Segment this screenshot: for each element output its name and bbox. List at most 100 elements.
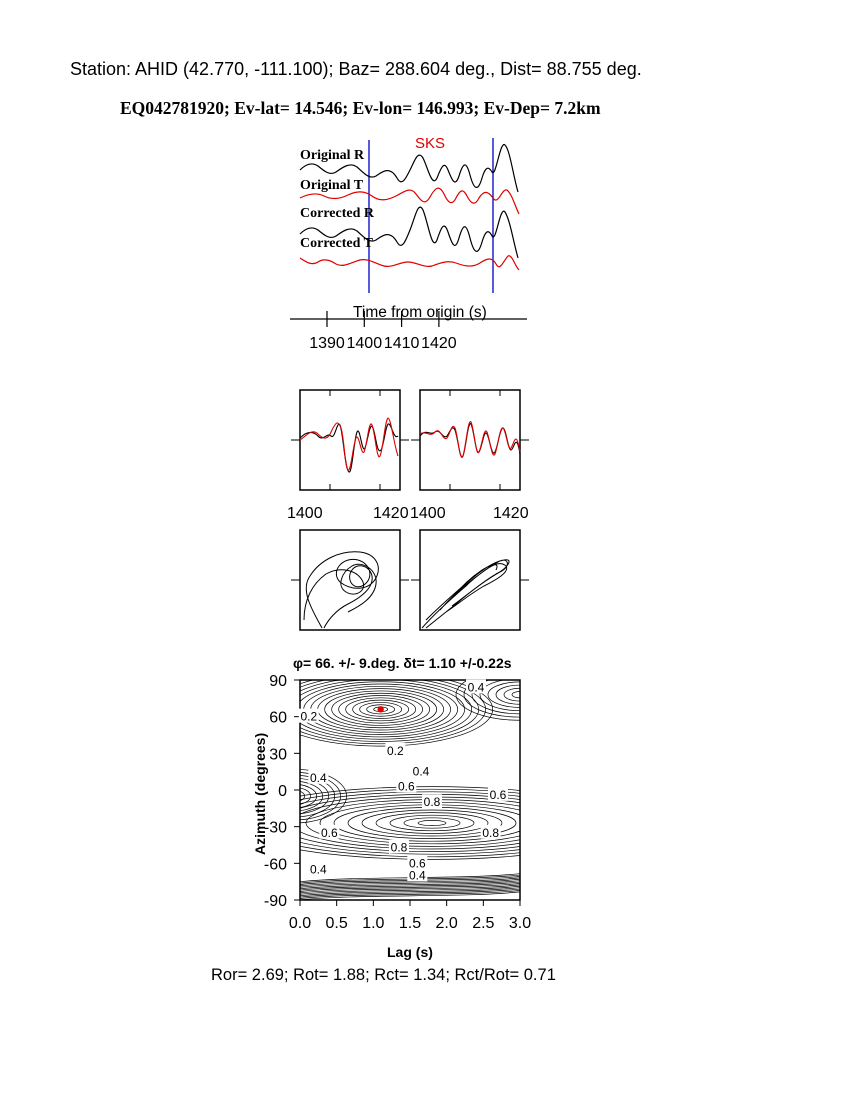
trace-label-corrected-r: Corrected R xyxy=(300,206,374,221)
trace-label-original-r: Original R xyxy=(300,148,365,163)
lag-tick-label: 2.0 xyxy=(436,915,458,932)
contour-line xyxy=(300,883,520,892)
contour-level-label: 0.6 xyxy=(398,779,415,793)
contour-line xyxy=(324,690,438,729)
contour-label-bg xyxy=(488,786,508,801)
contour-label-bg xyxy=(422,794,442,809)
grid-search-panel: 0.0 0.5 1.0 1.5 2.0 2.5 3.0 90 60 30 0 -30 -60 -90 0.… xyxy=(252,655,531,960)
contour-line xyxy=(463,680,520,718)
left-transverse-trace xyxy=(299,417,399,471)
phase-label: SKS xyxy=(415,135,445,152)
lag-tick-label: 1.0 xyxy=(362,915,384,932)
left-radial-trace xyxy=(299,423,399,473)
time-tick-label: 1400 xyxy=(347,335,383,352)
contour-line xyxy=(300,890,520,899)
contour-level-label: 0.8 xyxy=(424,795,441,809)
time-axis-label: Time from origin (s) xyxy=(353,304,487,321)
contour-line xyxy=(487,681,520,708)
contour-level-label: 0.4 xyxy=(409,869,426,883)
corrected-r-trace xyxy=(299,206,519,259)
component-box-right xyxy=(419,389,521,491)
contour-line xyxy=(300,881,520,891)
contour-line xyxy=(352,699,410,719)
azimuth-tick-label: 30 xyxy=(269,746,287,763)
contour-line xyxy=(300,884,520,894)
component-box-left xyxy=(299,389,401,491)
original-t-trace xyxy=(299,187,520,215)
contour-label-bg xyxy=(466,679,486,694)
lag-tick-label: 1.5 xyxy=(399,915,421,932)
contour-line xyxy=(359,702,403,717)
contour-line xyxy=(366,704,396,715)
contour-label-bg xyxy=(411,763,431,778)
lag-tick-label: 3.0 xyxy=(509,915,531,932)
contour-line xyxy=(300,781,324,812)
contour-line xyxy=(338,695,424,724)
contour-line xyxy=(300,888,520,898)
contour-line xyxy=(403,817,461,829)
right-radial-trace xyxy=(419,423,521,458)
contour-level-label: 0.4 xyxy=(310,862,327,876)
azimuth-tick-label: 90 xyxy=(269,673,287,690)
left-tick-1400: 1400 xyxy=(287,505,323,522)
contour-label-bg xyxy=(319,824,340,839)
station-info: Station: AHID (42.770, -111.100); Baz= 2… xyxy=(70,59,642,79)
waveform-panel: SKS 1390 1400 1410 1420 Time from origin (s… xyxy=(290,135,527,352)
trace-label-corrected-t: Corrected T xyxy=(300,236,373,251)
contour-line xyxy=(300,880,520,890)
contour-line xyxy=(471,680,520,715)
energy-ratio-footer: Ror= 2.69; Rot= 1.88; Rct= 1.34; Rct/Rot… xyxy=(211,966,556,984)
contour-label-bg xyxy=(308,861,329,876)
azimuth-tick-label: -30 xyxy=(264,820,287,837)
particle-motion-panels xyxy=(291,529,529,631)
right-tick-1420: 1420 xyxy=(493,505,529,522)
contour-line xyxy=(300,887,520,897)
time-tick-label: 1410 xyxy=(384,335,420,352)
contour-level-label: 0.6 xyxy=(321,826,338,840)
azimuth-axis-label: Azimuth (degrees) xyxy=(252,733,268,855)
particle-motion-original xyxy=(303,551,379,629)
contour-line xyxy=(417,820,447,826)
component-comparison-panels: 1400 1420 1400 1420 xyxy=(287,389,529,522)
contour-axis-ticks: 0.0 0.5 1.0 1.5 2.0 2.5 3.0 90 60 30 0 -30 -60 -90 xyxy=(264,673,531,932)
azimuth-tick-label: 60 xyxy=(269,710,287,727)
contour-line xyxy=(287,793,299,799)
contour-line xyxy=(300,786,520,860)
right-tick-1400: 1400 xyxy=(410,505,446,522)
lag-tick-label: 0.0 xyxy=(289,915,311,932)
contour-line xyxy=(300,790,306,802)
contour-line xyxy=(300,891,520,900)
original-r-trace xyxy=(299,144,519,193)
contour-line xyxy=(300,885,520,895)
contour-line xyxy=(455,680,520,721)
azimuth-tick-label: -90 xyxy=(264,893,287,910)
contour-line xyxy=(479,680,520,712)
contour-line xyxy=(495,684,520,705)
contour-line xyxy=(300,791,520,855)
contour-label-bg xyxy=(396,778,417,793)
contour-line xyxy=(300,775,336,818)
right-transverse-trace xyxy=(419,421,521,458)
time-tick-label: 1420 xyxy=(421,335,457,352)
contour-level-label: 0.6 xyxy=(409,856,426,870)
lag-axis-label: Lag (s) xyxy=(387,944,433,960)
contour-line xyxy=(331,692,431,726)
contour-line xyxy=(511,691,520,699)
contour-level-label: 0.4 xyxy=(468,680,485,694)
contour-line xyxy=(300,878,520,888)
best-fit-marker xyxy=(377,706,384,713)
trace-label-original-t: Original T xyxy=(300,178,364,193)
contour-label-bg xyxy=(298,708,319,723)
event-info: EQ042781920; Ev-lat= 14.546; Ev-lon= 146… xyxy=(120,98,601,118)
contour-level-label: 0.8 xyxy=(482,826,499,840)
contour-label-bg xyxy=(407,855,428,870)
contour-level-label: 0.2 xyxy=(300,710,317,724)
contour-line xyxy=(300,680,472,740)
contour-line xyxy=(300,680,486,745)
contour-label-bg xyxy=(407,867,428,882)
contour-line xyxy=(300,784,318,808)
misfit-contours xyxy=(287,680,520,900)
splitting-result-title: φ= 66. +/- 9.deg. δt= 1.10 +/-0.22s xyxy=(293,655,512,671)
lag-tick-label: 0.5 xyxy=(326,915,348,932)
